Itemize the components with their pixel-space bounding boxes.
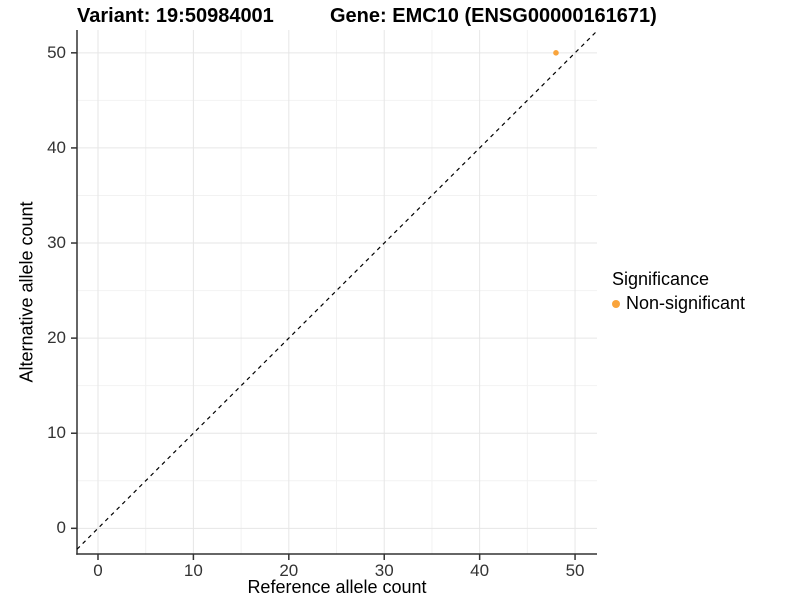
- legend-point-icon: [612, 299, 620, 308]
- y-tick-label: 10: [47, 423, 66, 443]
- x-tick-label: 30: [374, 561, 394, 580]
- axis-lines: [76, 30, 597, 555]
- gene-title: Gene: EMC10 (ENSG00000161671): [330, 5, 657, 27]
- y-axis-title: Alternative allele count: [16, 201, 37, 383]
- legend-title: Significance: [612, 269, 710, 289]
- x-tick-label: 0: [93, 561, 103, 580]
- x-tick-label: 20: [279, 561, 299, 580]
- x-axis-title: Reference allele count: [247, 577, 427, 597]
- minor-gridlines: [77, 30, 597, 554]
- x-tick-label: 50: [565, 561, 585, 580]
- y-tick-label: 20: [47, 328, 66, 348]
- legend: Significance Non-significant: [612, 269, 745, 314]
- y-tick-label: 30: [47, 233, 66, 253]
- legend-item-label: Non-significant: [626, 293, 746, 313]
- y-tick-label: 50: [47, 42, 66, 62]
- identity-line: [76, 30, 598, 550]
- data-points: [553, 50, 559, 56]
- x-tick-label: 10: [183, 561, 203, 580]
- legend-item-non-significant: Non-significant: [612, 293, 745, 314]
- tick-marks: [71, 52, 576, 560]
- variant-title: Variant: 19:50984001: [77, 5, 274, 27]
- identity-dashed-line: [76, 30, 598, 550]
- x-tick-label: 40: [470, 561, 490, 580]
- data-point: [553, 50, 559, 56]
- major-gridlines: [77, 30, 597, 554]
- y-tick-label: 0: [56, 518, 66, 538]
- y-tick-label: 40: [47, 137, 66, 157]
